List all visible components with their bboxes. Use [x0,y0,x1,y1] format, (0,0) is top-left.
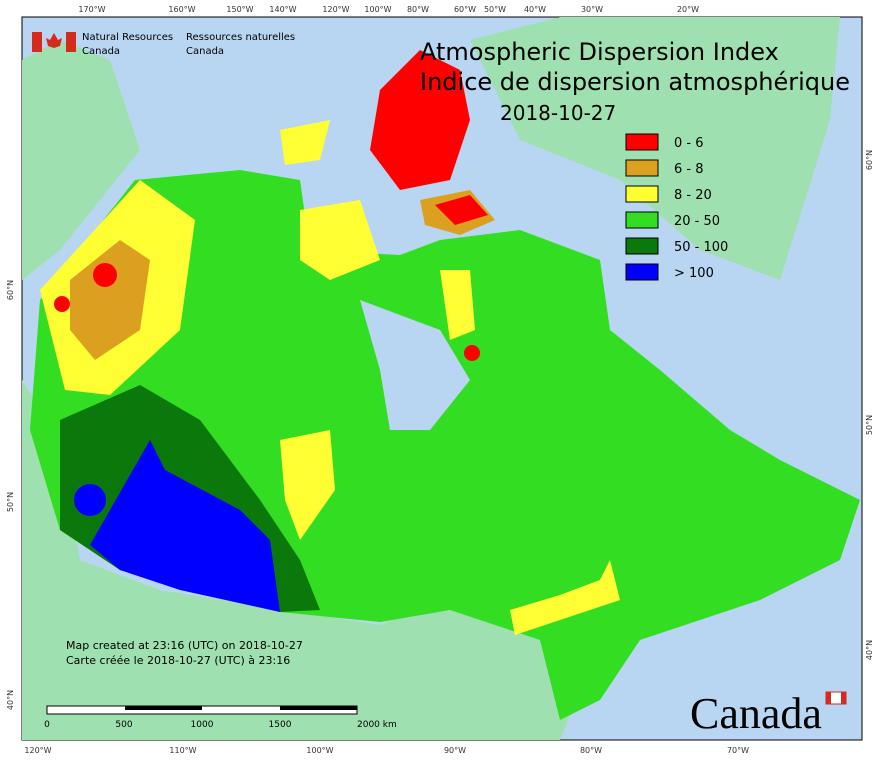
graticule-label: 50°W [484,5,506,14]
usa [22,380,600,740]
graticule-label: 70°W [727,746,749,755]
scale-label: 1000 [191,720,214,730]
graticule-label: 60°N [865,150,874,170]
zone-orange [70,240,150,360]
graticule-label: 100°W [306,746,333,755]
graticule-label: 60°W [454,5,476,14]
wordmark-flag [826,692,831,704]
zone-yellow [300,200,380,280]
graticule-label: 30°W [581,5,603,14]
graticule-label: 80°W [580,746,602,755]
zone-yellow [510,560,620,635]
legend-swatch [625,159,659,177]
graticule-label: 140°W [269,5,296,14]
graticule-label: 150°W [226,5,253,14]
wordmark: Canada [690,689,822,738]
flag-bar [66,32,76,52]
scale-label: 1500 [269,720,292,730]
graticule-label: 80°W [407,5,429,14]
credit-en: Map created at 23:16 (UTC) on 2018-10-27 [66,639,303,652]
zone-red [370,50,470,190]
graticule-label: 170°W [78,5,105,14]
graticule-label: 50°N [6,492,15,512]
title-fr: Indice de dispersion atmosphérique [420,68,850,96]
scale-bar-segment [280,706,357,710]
legend-label: 8 - 20 [674,188,712,203]
hudson-bay [360,300,470,430]
graticule-label: 90°W [444,746,466,755]
legend-label: 20 - 50 [674,214,720,229]
legend-swatch [625,237,659,255]
legend-label: 0 - 6 [674,136,704,151]
graticule-label: 120°W [24,746,51,755]
legend-label: 50 - 100 [674,240,728,255]
scale-label: 0 [44,720,50,730]
graticule-label: 40°N [6,690,15,710]
legend-swatch [625,263,659,281]
zone-red [93,263,117,287]
zone-red [435,195,488,225]
legend-label: 6 - 8 [674,162,704,177]
scale-bar-segment [125,706,202,710]
agency-en: Canada [82,46,120,57]
zone-red [464,345,480,361]
wordmark-flag [841,692,846,704]
flag-leaf [46,33,62,48]
graticule-label: 40°W [524,5,546,14]
graticule-label: 120°W [322,5,349,14]
flag-bar [32,32,42,52]
graticule-label: 40°N [865,640,874,660]
zone-yellow [280,430,335,540]
zone-yellow [440,270,475,340]
graticule-label: 110°W [169,746,196,755]
legend-swatch [625,185,659,203]
graticule-label: 60°N [6,280,15,300]
title-date: 2018-10-27 [500,101,616,125]
graticule-label: 50°N [865,415,874,435]
agency-fr: Ressources naturelles [186,32,295,43]
scale-label: 2000 km [357,720,397,730]
zone-blue [90,440,280,612]
scale-label: 500 [115,720,132,730]
zone-blue [74,484,106,516]
legend-swatch [625,133,659,151]
title-en: Atmospheric Dispersion Index [420,38,779,66]
agency-fr: Canada [186,46,224,57]
graticule-label: 160°W [168,5,195,14]
legend-label: > 100 [674,266,714,281]
zone-yellow [280,120,330,165]
credit-fr: Carte créée le 2018-10-27 (UTC) à 23:16 [66,654,290,667]
graticule-label: 100°W [364,5,391,14]
alaska [22,40,140,280]
zone-red [54,296,70,312]
legend-swatch [625,211,659,229]
overlays: 0 - 6 6 - 8 8 - 20 20 - 50 50 - 100 > 100 0 500… [6,5,874,755]
agency-en: Natural Resources [82,32,173,43]
graticule-label: 20°W [677,5,699,14]
